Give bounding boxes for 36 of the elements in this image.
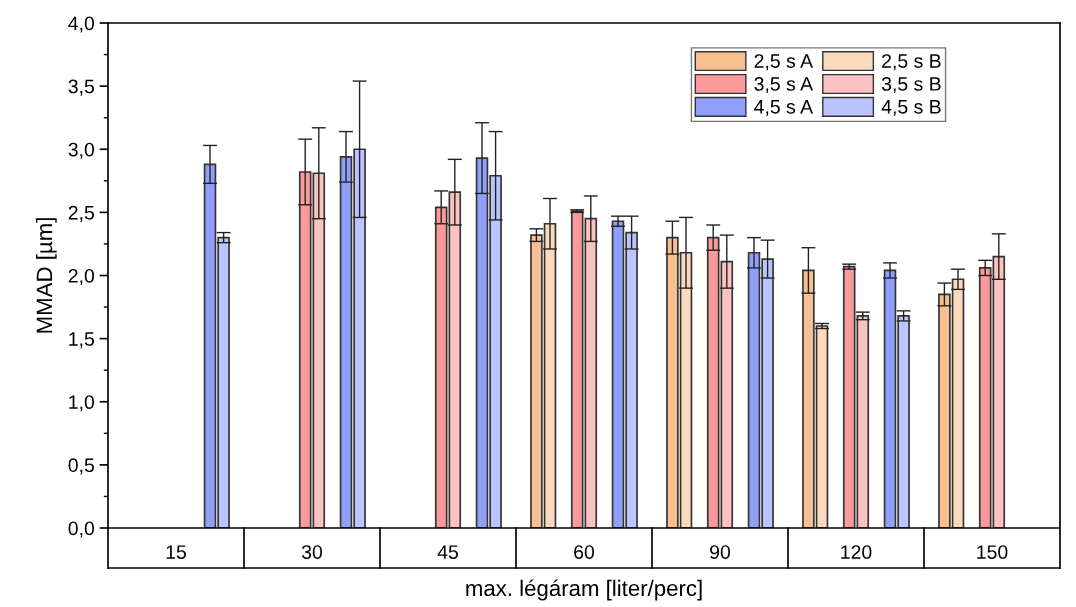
bar [570,210,584,528]
bar [434,206,448,528]
bar [298,171,312,528]
bar [856,315,870,528]
x-tick-label: 90 [710,545,731,559]
y-axis-title: MMAD [µm] [35,218,57,333]
legend-label: 2,5 s B [882,54,941,71]
bar [312,172,326,528]
bar [842,265,856,528]
bar [448,191,462,528]
bar [978,267,992,528]
legend-label: 3,5 s A [754,77,814,94]
x-axis-title: max. légáram [liter/perc] [466,579,702,601]
bar [720,260,734,528]
x-tick-label: 60 [574,545,595,559]
y-tick-label: 3,0 [68,142,95,159]
bar [992,255,1006,528]
y-tick-label: 1,5 [69,332,94,349]
y-tick-label: 2,5 [68,205,94,222]
x-tick-label: 120 [841,545,872,559]
y-tick-label: 2,0 [68,268,95,286]
y-tick-label: 4,0 [68,16,95,33]
x-tick-label: 15 [166,545,186,559]
legend-label: 2,5 s A [754,54,814,71]
y-tick-label: 0,0 [68,521,95,538]
x-tick-label: 150 [977,545,1008,559]
bar [706,236,720,528]
x-tick-label: 30 [301,545,323,559]
legend-label: 4,5 s B [881,100,941,116]
legend-label: 3,5 s B [881,77,941,94]
x-tick-label: 45 [437,545,458,559]
legend-label: 4,5 s A [754,100,814,116]
y-tick-label: 3,5 [68,79,94,96]
y-tick-label: 0,5 [68,458,94,475]
y-tick-label: 1,0 [69,395,95,412]
bar [584,217,598,528]
